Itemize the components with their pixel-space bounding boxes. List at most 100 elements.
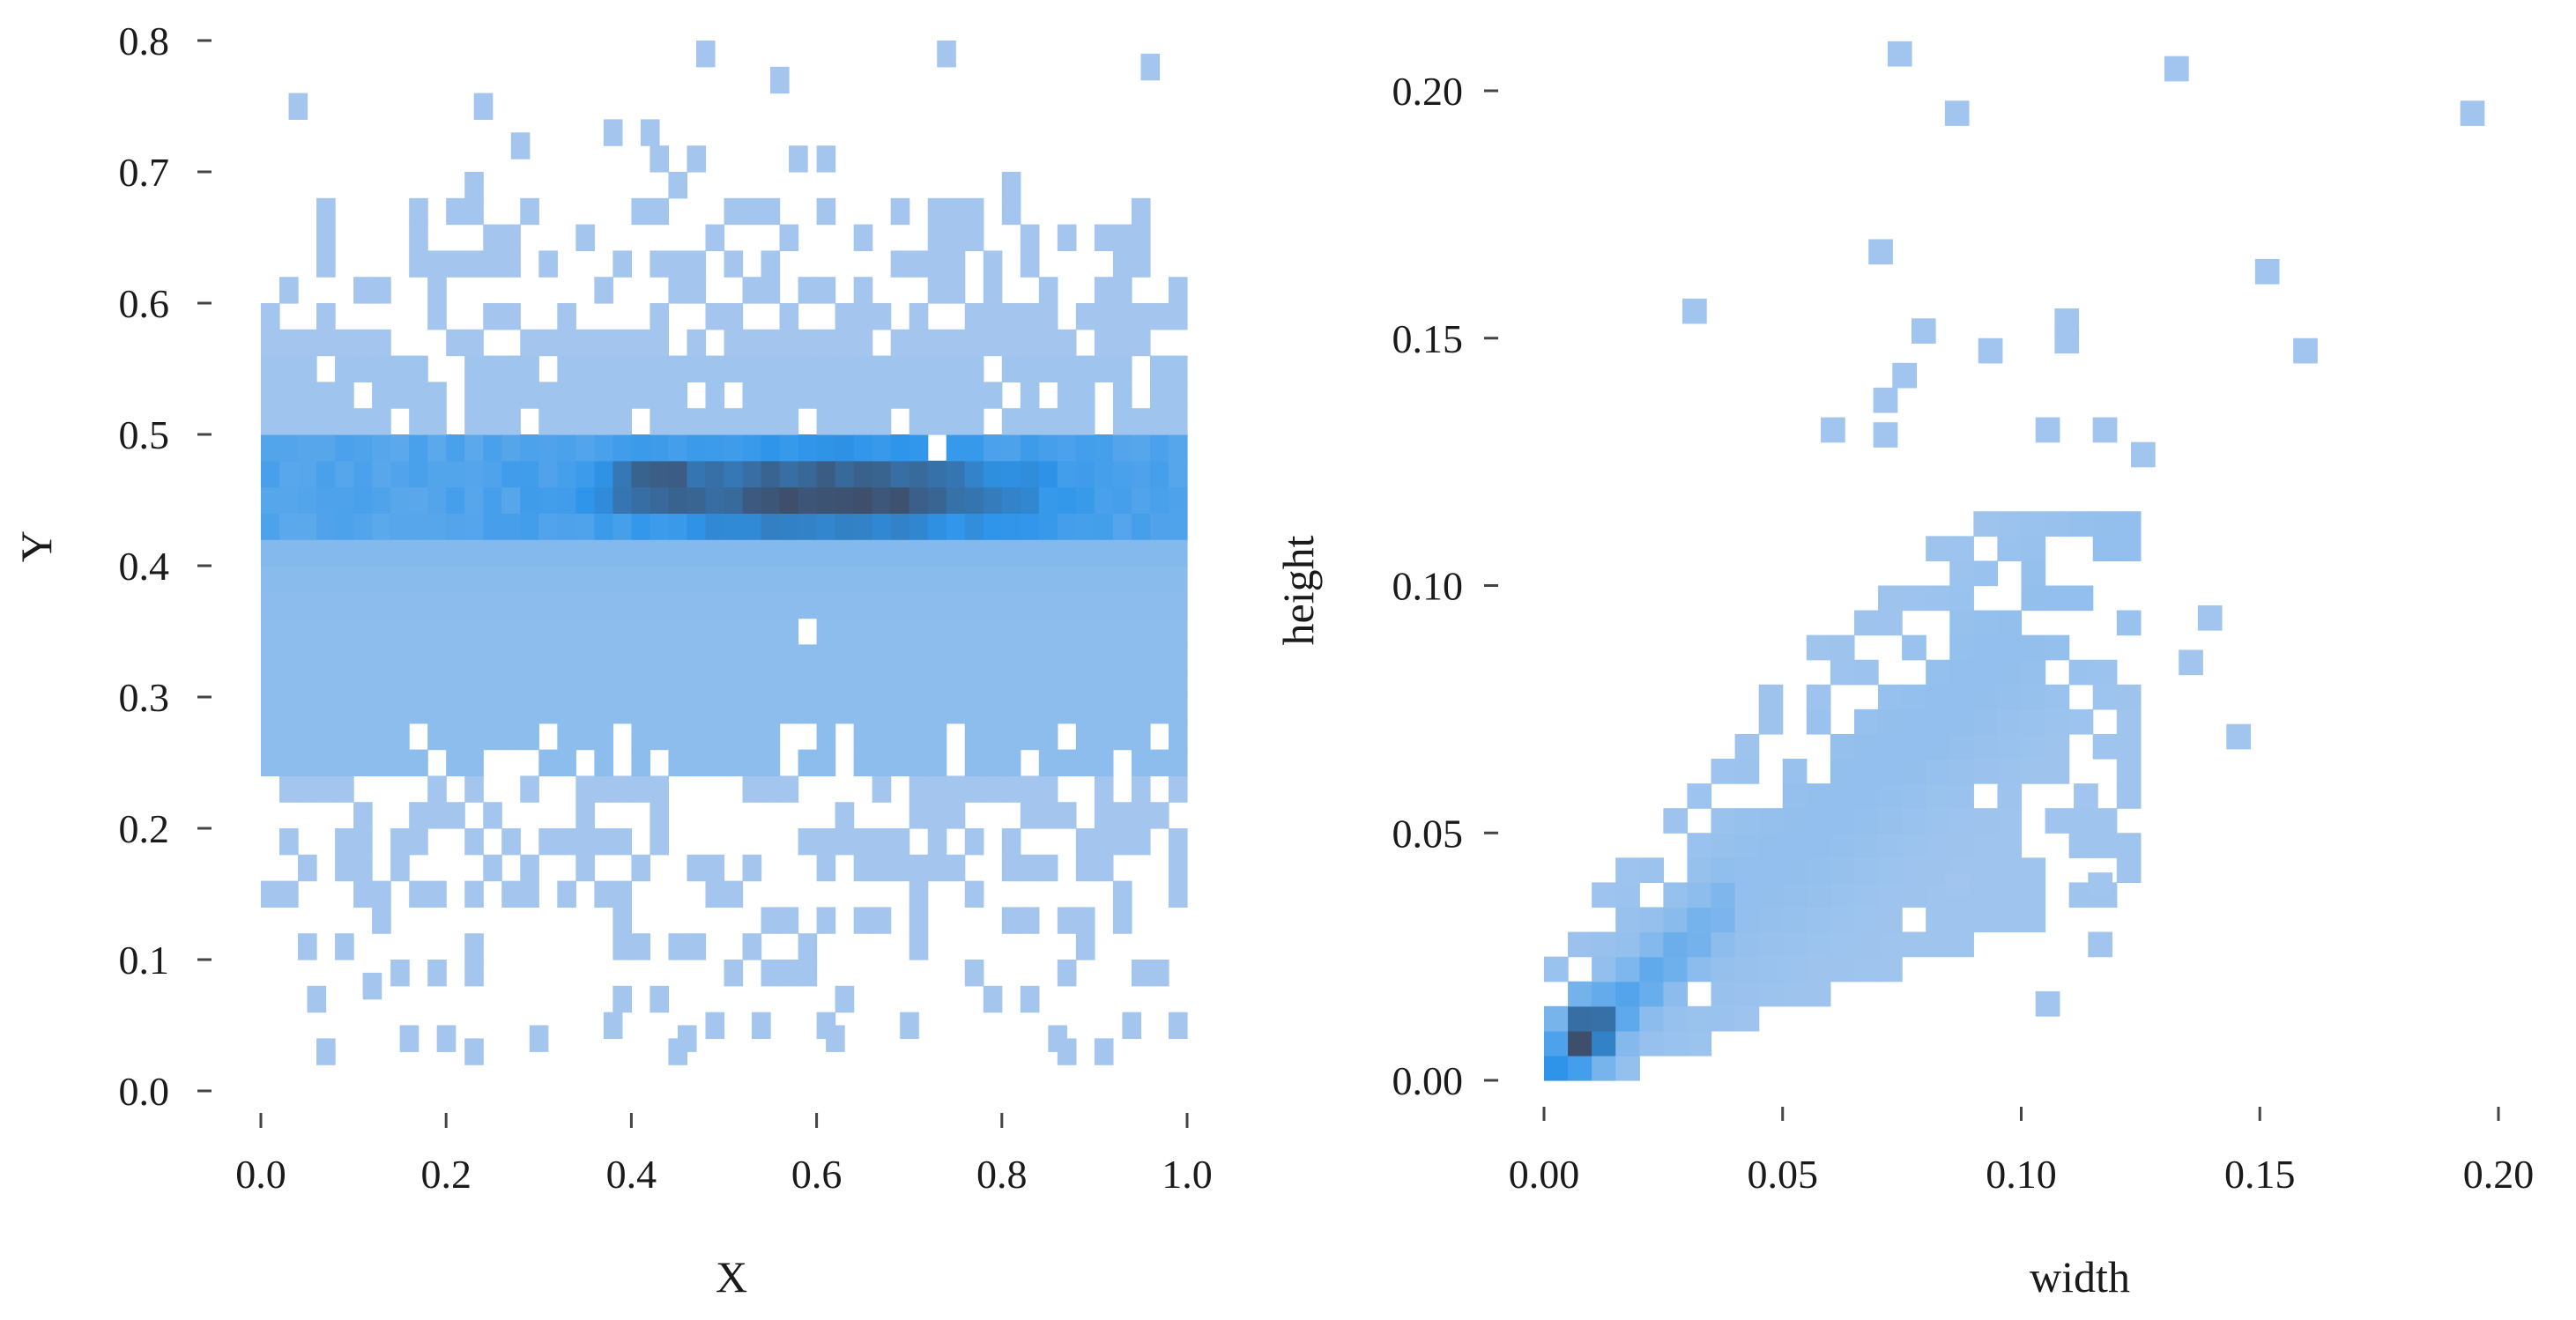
heatmap-cell bbox=[816, 434, 836, 462]
heatmap-cell bbox=[538, 749, 558, 776]
heatmap-cell bbox=[335, 671, 354, 698]
heatmap-cell bbox=[316, 749, 336, 776]
heatmap-cell bbox=[1001, 486, 1021, 514]
heatmap-cell bbox=[538, 513, 558, 540]
heatmap-cell bbox=[575, 828, 595, 856]
heatmap-cell bbox=[983, 277, 1003, 304]
heatmap-cell bbox=[742, 566, 762, 593]
heatmap-cell bbox=[483, 486, 502, 514]
heatmap-cell bbox=[964, 671, 984, 698]
heatmap-cell bbox=[779, 697, 799, 724]
heatmap-cell bbox=[983, 644, 1003, 671]
heatmap-cell bbox=[816, 408, 836, 435]
heatmap-cell bbox=[1057, 749, 1077, 776]
heatmap-cell bbox=[1853, 833, 1879, 858]
heatmap-cell bbox=[761, 775, 781, 803]
heatmap-cell bbox=[1149, 382, 1169, 409]
heatmap-cell bbox=[261, 460, 280, 488]
heatmap-cell bbox=[1878, 684, 1903, 710]
heatmap-cell bbox=[872, 460, 892, 488]
heatmap-cell bbox=[483, 250, 502, 278]
heatmap-cell bbox=[705, 303, 725, 330]
heatmap-cell bbox=[761, 723, 781, 751]
heatmap-cell bbox=[724, 591, 744, 619]
heatmap-cell bbox=[483, 566, 502, 593]
height-axis-label: height bbox=[1273, 535, 1323, 645]
heatmap-cell bbox=[1734, 1005, 1760, 1032]
heatmap-cell bbox=[705, 513, 725, 540]
heatmap-cell bbox=[1131, 644, 1151, 671]
heatmap-cell bbox=[483, 355, 502, 382]
heatmap-cell bbox=[1830, 808, 1855, 834]
heatmap-cell bbox=[1020, 723, 1040, 751]
heatmap-cell bbox=[427, 277, 447, 304]
heatmap-cell bbox=[761, 513, 781, 540]
heatmap-cell bbox=[1038, 697, 1058, 724]
heatmap-cell bbox=[890, 644, 910, 671]
heatmap-cell bbox=[575, 591, 595, 619]
heatmap-cell bbox=[890, 382, 910, 409]
heatmap-cell bbox=[501, 460, 521, 488]
heatmap-cell bbox=[1075, 513, 1095, 540]
heatmap-cell bbox=[742, 539, 762, 567]
heatmap-cell bbox=[353, 329, 373, 357]
heatmap-cell bbox=[1853, 907, 1879, 933]
heatmap-cell bbox=[464, 618, 484, 645]
heatmap-cell bbox=[2116, 511, 2142, 537]
heatmap-cell bbox=[1168, 828, 1188, 856]
heatmap-cell bbox=[853, 591, 873, 619]
heatmap-cell bbox=[1149, 303, 1169, 330]
heatmap-cell bbox=[742, 197, 762, 226]
heatmap-cell bbox=[1168, 644, 1188, 671]
heatmap-cell bbox=[520, 197, 539, 226]
heatmap-cell bbox=[1682, 298, 1707, 324]
heatmap-cell bbox=[872, 486, 892, 514]
heatmap-cell bbox=[594, 591, 613, 619]
heatmap-cell bbox=[612, 591, 632, 619]
heatmap-cell bbox=[1131, 775, 1151, 803]
heatmap-cell bbox=[835, 802, 855, 829]
heatmap-cell bbox=[853, 513, 873, 540]
heatmap-cell bbox=[798, 382, 818, 409]
heatmap-cell bbox=[520, 697, 539, 724]
heatmap-cell bbox=[853, 277, 873, 304]
heatmap-cell bbox=[409, 224, 428, 251]
heatmap-cell bbox=[612, 671, 632, 698]
heatmap-cell bbox=[816, 329, 836, 357]
x-tick-label: 0.4 bbox=[606, 1152, 657, 1197]
heatmap-cell bbox=[816, 697, 836, 724]
heatmap-cell bbox=[1168, 723, 1188, 751]
heatmap-cell bbox=[353, 697, 373, 724]
heatmap-cell bbox=[668, 355, 688, 382]
heatmap-cell bbox=[557, 697, 576, 724]
heatmap-cell bbox=[1926, 759, 1950, 784]
heatmap-cell bbox=[742, 329, 762, 357]
heatmap-cell bbox=[1020, 303, 1040, 330]
heatmap-cell bbox=[1853, 759, 1879, 784]
heatmap-cell bbox=[946, 513, 966, 540]
heatmap-cell bbox=[1057, 618, 1077, 645]
heatmap-cell bbox=[353, 460, 373, 488]
heatmap-cell bbox=[1806, 634, 1831, 661]
heatmap-cell bbox=[705, 566, 725, 593]
heatmap-cell bbox=[446, 618, 465, 645]
heatmap-cell bbox=[520, 723, 539, 751]
heatmap-cell bbox=[1853, 931, 1879, 958]
heatmap-cell bbox=[335, 566, 354, 593]
heatmap-cell bbox=[520, 486, 539, 514]
heatmap-cell bbox=[1001, 172, 1021, 199]
heatmap-cell bbox=[409, 880, 428, 908]
heatmap-cell bbox=[1020, 671, 1040, 698]
heatmap-cell bbox=[927, 277, 947, 304]
heatmap-cell bbox=[742, 486, 762, 514]
heatmap-cell bbox=[261, 749, 280, 776]
heatmap-cell bbox=[631, 197, 651, 226]
heatmap-cell bbox=[2254, 258, 2280, 285]
heatmap-cell bbox=[2021, 634, 2046, 661]
heatmap-cell bbox=[1758, 882, 1784, 908]
heatmap-cell bbox=[335, 618, 354, 645]
heatmap-cell bbox=[1973, 560, 1999, 587]
heatmap-cell bbox=[335, 408, 354, 435]
heatmap-cell bbox=[1075, 566, 1095, 593]
